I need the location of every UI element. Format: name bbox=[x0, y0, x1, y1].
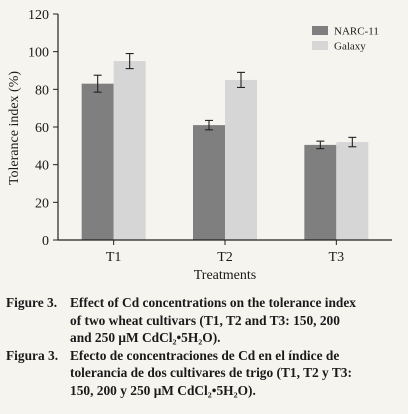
caption-es-line-2: tolerancia de dos cultivares de trigo (T… bbox=[70, 365, 352, 380]
caption-en-text-1: Effect of Cd concentrations on the toler… bbox=[70, 295, 356, 310]
legend-swatch-narc-11 bbox=[312, 26, 328, 35]
bar-t1-narc-11 bbox=[81, 83, 114, 240]
legend: NARC-11 Galaxy bbox=[312, 26, 379, 53]
caption-es-line-1: Figura 3. Efecto de concentraciones de Cd… bbox=[6, 347, 402, 365]
y-tick-label: 80 bbox=[35, 83, 49, 98]
caption-es-label: Figura 3. bbox=[6, 347, 59, 363]
bar-t3-galaxy bbox=[336, 142, 369, 240]
y-tick-label: 120 bbox=[28, 8, 49, 23]
caption-en-line-1: Figure 3. Effect of Cd concentrations on … bbox=[6, 294, 402, 312]
legend-swatch-galaxy bbox=[312, 41, 328, 50]
x-tick-label: T2 bbox=[217, 250, 233, 265]
y-tick-label: 0 bbox=[42, 234, 49, 249]
bar-t1-galaxy bbox=[113, 61, 146, 241]
bar-chart: 0 20 40 60 80 100 120 T1 T2 T3 Tolerance index (… bbox=[7, 8, 392, 283]
y-axis-ticks: 0 20 40 60 80 100 120 bbox=[28, 8, 58, 249]
x-tick-label: T3 bbox=[329, 250, 345, 265]
bar-t2-galaxy bbox=[225, 79, 257, 241]
x-tick-label: T1 bbox=[106, 250, 122, 265]
caption-en-line-2: of two wheat cultivars (T1, T2 and T3: 1… bbox=[70, 312, 340, 328]
bar-t2-narc-11 bbox=[193, 125, 225, 240]
y-tick-label: 20 bbox=[35, 196, 49, 211]
x-axis-ticks: T1 T2 T3 bbox=[106, 240, 344, 265]
error-bars bbox=[93, 52, 357, 150]
bar-t3-narc-11 bbox=[304, 144, 337, 240]
y-tick-label: 40 bbox=[35, 159, 49, 174]
y-tick-label: 60 bbox=[35, 121, 49, 136]
y-tick-label: 100 bbox=[28, 46, 49, 61]
caption-en-label: Figure 3. bbox=[6, 295, 58, 310]
bars bbox=[81, 61, 369, 241]
legend-label-galaxy: Galaxy bbox=[334, 41, 366, 53]
caption-en-line-3: and 250 μM CdCl₂•5H₂O). bbox=[70, 330, 221, 345]
caption-es-line-3: 150, 200 y 250 μM CdCl₂•5H₂O). bbox=[70, 382, 256, 398]
caption-es-text-1: Efecto de concentraciones de Cd en el ín… bbox=[70, 347, 340, 363]
y-axis-title: Tolerance index (%) bbox=[7, 71, 22, 185]
x-axis-title: Treatments bbox=[194, 268, 256, 283]
figure-caption: Figure 3. Effect of Cd concentrations on … bbox=[6, 294, 402, 399]
legend-label-narc-11: NARC-11 bbox=[334, 26, 379, 38]
